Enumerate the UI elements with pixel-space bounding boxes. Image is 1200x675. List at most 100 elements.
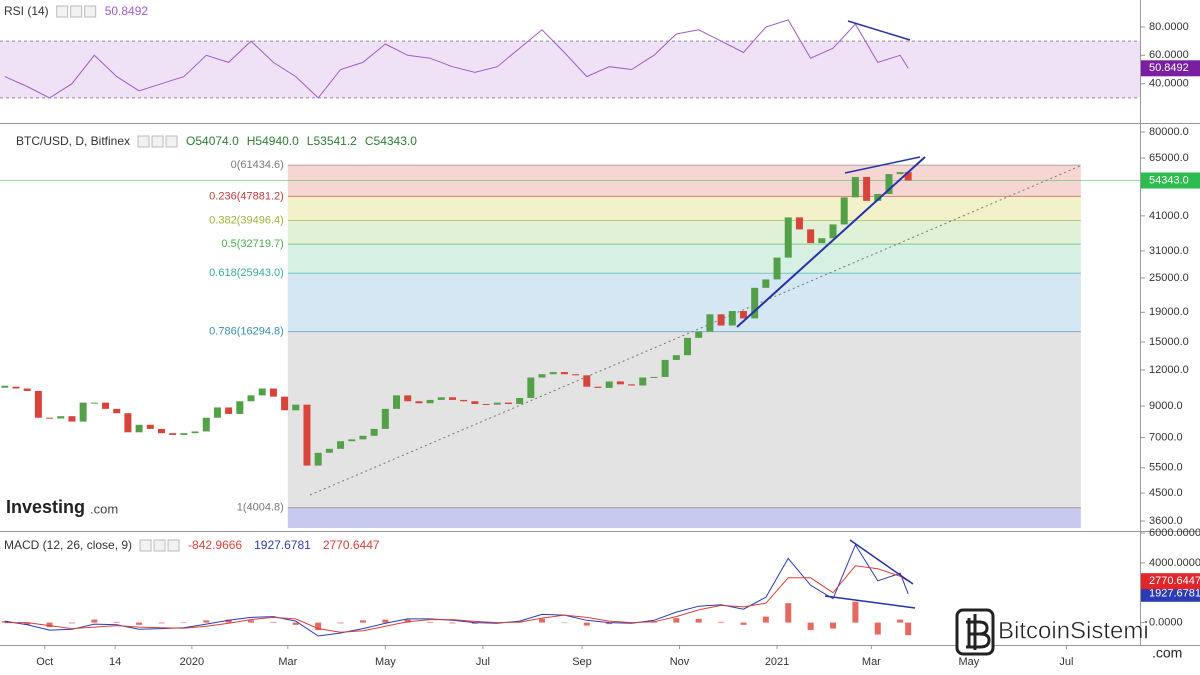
investing-logo: Investing .com	[6, 497, 118, 517]
fib-band	[287, 507, 1081, 528]
y-tick-label: 25000.0	[1149, 272, 1189, 284]
legend-value: 2770.6447	[323, 538, 380, 552]
fib-label: 1(4004.8)	[237, 502, 284, 514]
panel-button	[84, 5, 97, 18]
candle	[572, 374, 580, 376]
fib-label: 0(61434.6)	[231, 159, 284, 171]
candle	[325, 448, 333, 453]
candle	[594, 386, 602, 388]
candle	[807, 229, 815, 244]
ohlc-value: O54074.0	[186, 134, 239, 148]
candle	[762, 279, 770, 288]
panel-title: RSI (14)	[4, 4, 49, 18]
logo-glyph	[966, 614, 991, 650]
histogram-bar	[158, 622, 165, 624]
candle	[57, 416, 65, 419]
y-tick-label: 19000.0	[1149, 306, 1189, 318]
fib-label: 0.5(32719.7)	[221, 238, 283, 250]
histogram-bar	[830, 622, 837, 629]
histogram-bar	[1, 621, 8, 623]
ohlc-value: L53541.2	[307, 134, 357, 148]
candle	[191, 431, 199, 434]
series-line	[4, 543, 909, 637]
candle	[851, 176, 859, 198]
candle	[314, 452, 322, 466]
histogram-bar	[382, 619, 389, 623]
candle	[281, 396, 289, 411]
logo-suffix: .com	[1152, 645, 1182, 661]
histogram-bar	[897, 619, 904, 623]
y-tick-label: 4000.0000	[1149, 557, 1200, 569]
histogram-bar	[471, 622, 478, 624]
candle	[359, 435, 367, 440]
value-badge	[1141, 60, 1200, 77]
candle	[549, 372, 557, 375]
x-tick-label: 2021	[765, 656, 789, 668]
histogram-bar	[785, 603, 792, 623]
histogram-bar	[673, 618, 680, 623]
fib-band	[287, 273, 1081, 332]
x-tick-label: Jul	[476, 656, 490, 668]
candle	[225, 407, 233, 414]
x-tick-label: Nov	[670, 656, 690, 668]
histogram-bar	[203, 620, 210, 623]
value-badge	[1141, 585, 1200, 602]
y-tick-label: 80.0000	[1149, 21, 1189, 33]
candle	[460, 399, 468, 402]
y-tick-label: 5500.0	[1149, 462, 1183, 474]
candle	[885, 174, 893, 195]
candle	[68, 416, 76, 422]
y-tick-label: 9000.0	[1149, 400, 1183, 412]
y-tick-label: 60.0000	[1149, 49, 1189, 61]
panel-button	[167, 539, 180, 552]
x-tick-label: Jul	[1059, 656, 1073, 668]
candle	[493, 402, 501, 405]
candle	[258, 388, 266, 396]
value-badge	[1141, 573, 1200, 590]
candle	[829, 224, 837, 239]
histogram-bar	[248, 620, 255, 623]
logo-text: Investing	[6, 497, 85, 517]
candle	[426, 399, 434, 404]
histogram-bar	[359, 620, 366, 623]
candle	[34, 390, 42, 418]
panel-title: MACD (12, 26, close, 9)	[4, 538, 132, 552]
x-tick-label: Mar	[862, 656, 881, 668]
x-tick-label: May	[375, 656, 396, 668]
annotations	[309, 20, 1081, 609]
histogram-bar	[852, 601, 859, 623]
candle	[863, 176, 871, 201]
histogram-bar	[136, 622, 143, 625]
candle	[896, 172, 904, 175]
histogram-bar	[113, 621, 120, 623]
logo-text: BitcoinSistemi	[998, 617, 1149, 644]
candle	[113, 408, 121, 414]
candle	[269, 388, 277, 397]
histogram-bar	[695, 618, 702, 623]
value-badge-label: 50.8492	[1149, 62, 1189, 74]
histogram-bar	[905, 622, 912, 636]
y-tick-label: 7000.0	[1149, 431, 1183, 443]
price-badge-label: 54343.0	[1149, 174, 1189, 186]
panel-button	[70, 5, 83, 18]
candle	[739, 311, 747, 319]
fib-band	[287, 220, 1081, 245]
fib-band	[287, 196, 1081, 221]
candle	[583, 375, 591, 387]
histogram-bar	[740, 622, 747, 625]
candle	[404, 395, 412, 402]
candle	[639, 377, 647, 386]
rsi-band	[0, 41, 1140, 98]
candle	[303, 404, 311, 466]
candle	[348, 439, 356, 442]
panel-button	[151, 135, 164, 148]
histogram-bar	[68, 622, 75, 624]
x-tick-label: May	[959, 656, 980, 668]
candle	[146, 424, 154, 429]
histogram-bar	[606, 622, 613, 625]
candle	[527, 377, 535, 398]
y-tick-label: 0.0000	[1149, 616, 1183, 628]
legend-value: 50.8492	[105, 4, 149, 18]
trend-line	[844, 156, 921, 174]
